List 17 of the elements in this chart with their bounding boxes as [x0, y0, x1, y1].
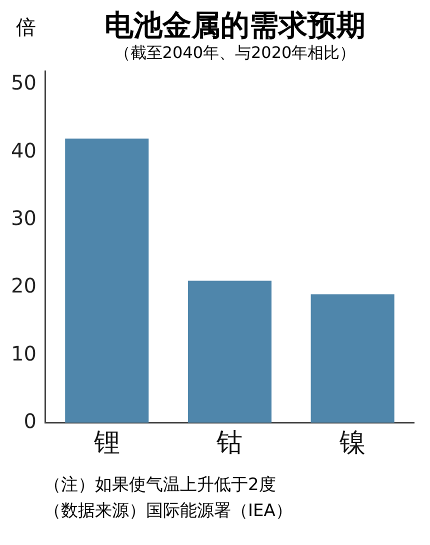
chart-title: 电池金属的需求预期 [104, 8, 366, 42]
bar [65, 138, 149, 423]
y-tick-label: 0 [24, 409, 36, 434]
y-tick-label: 50 [10, 70, 36, 95]
y-tick-label: 10 [10, 341, 36, 366]
x-tick-label: 锂 [92, 428, 120, 458]
y-tick-label: 20 [10, 274, 36, 298]
bar [310, 294, 394, 423]
chart-subtitle: （截至2040年、与2020年相比） [113, 42, 357, 64]
y-axis-title: 倍 [16, 14, 36, 41]
y-tick-label: 30 [10, 206, 36, 230]
text: （注）如果使气温上升低于2度 [44, 474, 277, 497]
x-tick-label: 镍 [338, 428, 366, 458]
x-tick-label: 钴 [216, 428, 243, 458]
y-tick-label: 40 [10, 138, 36, 162]
text: （数据来源）国际能源署（IEA） [44, 500, 294, 523]
bar [188, 280, 272, 423]
